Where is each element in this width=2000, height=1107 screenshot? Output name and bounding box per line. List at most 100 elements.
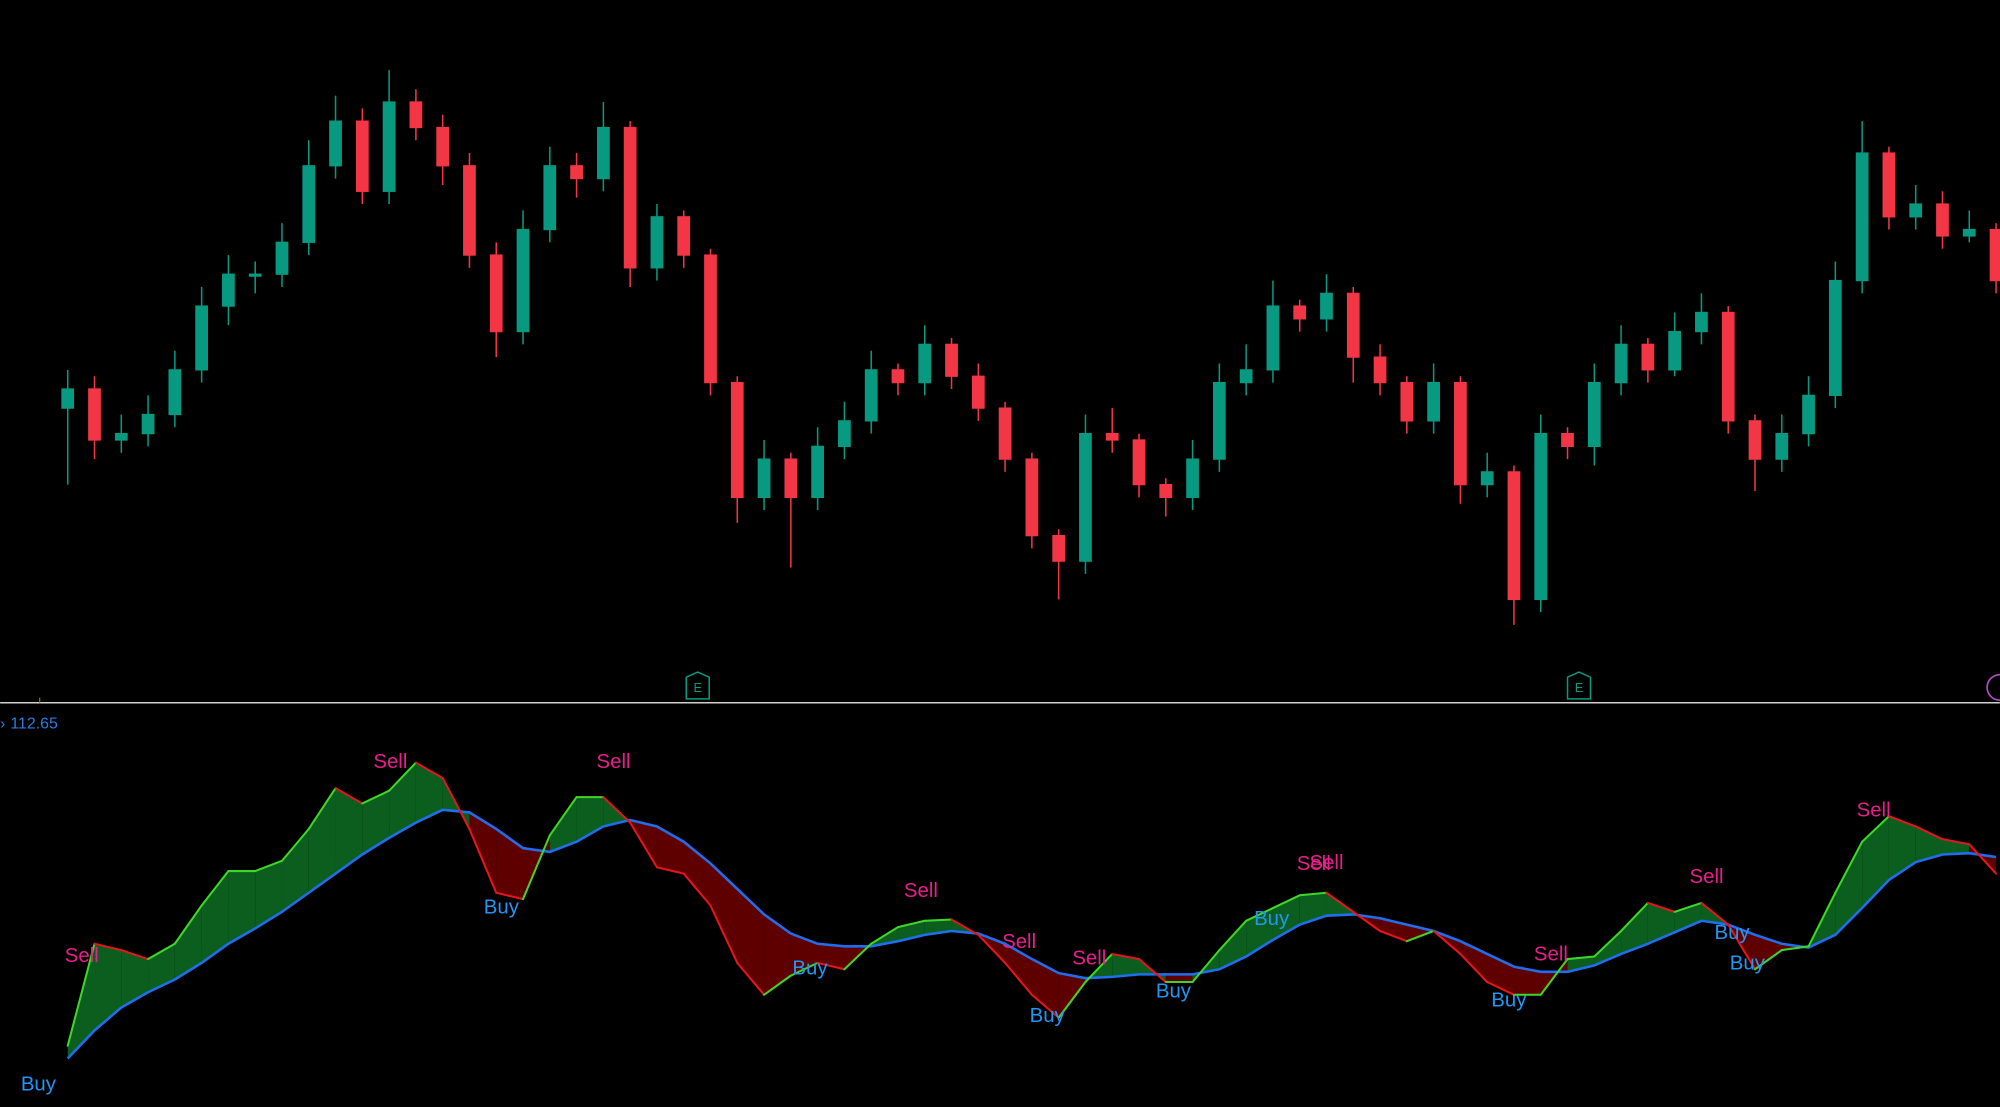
candle-body [971, 375, 985, 409]
candle-body [1587, 381, 1601, 448]
fast-line-segment [1861, 815, 1890, 843]
fast-line-segment [1593, 929, 1623, 958]
signal-label: Buy [792, 958, 828, 980]
indicator-value: 112.65 [10, 716, 58, 733]
fast-line-segment [736, 961, 766, 996]
band-fill [1755, 934, 1782, 970]
fast-line-segment [1325, 891, 1355, 913]
fast-line-segment [1004, 961, 1033, 996]
band-fill [335, 788, 363, 874]
candle-body [1212, 381, 1226, 460]
fast-line-segment [388, 761, 417, 792]
band-fill [201, 871, 229, 963]
fast-line-segment [682, 872, 712, 907]
signal-label: Sell [1534, 944, 1568, 966]
candle-body [1909, 203, 1923, 218]
fast-line-segment [1379, 929, 1408, 943]
fast-line-segment [1218, 919, 1248, 952]
signal-label: Sell [1690, 866, 1724, 888]
fast-line-segment [1432, 929, 1462, 955]
band-fill [1888, 816, 1916, 880]
candle-body [1962, 228, 1976, 237]
fast-line-segment [763, 974, 792, 996]
fast-line-segment [307, 787, 337, 830]
band-fill [1165, 974, 1193, 983]
band-fill [281, 828, 309, 912]
signal-label: Sell [1002, 931, 1036, 953]
fast-line-segment [1298, 891, 1328, 897]
candle-body [891, 369, 905, 384]
fast-line-segment [1566, 955, 1596, 961]
fast-line-segment [1111, 952, 1141, 961]
slow-line [66, 808, 1997, 1060]
signal-label: Sell [904, 880, 938, 902]
candle-body [1561, 432, 1574, 448]
candle-body [1480, 471, 1494, 486]
fast-line-segment [1539, 958, 1569, 996]
candle-body [596, 126, 610, 180]
band-fill [362, 790, 390, 855]
candle-body [838, 420, 851, 448]
indicator-icon: › [0, 715, 5, 732]
candle-body [516, 228, 530, 333]
fast-line-segment [1646, 901, 1676, 913]
candle-body [677, 216, 691, 256]
candle-body [1882, 152, 1896, 218]
band-fill [737, 888, 765, 995]
candle-body [1721, 311, 1735, 422]
candle-body [114, 432, 128, 441]
candle-body [1293, 305, 1307, 320]
fast-line-segment [1405, 929, 1435, 943]
fast-line-segment [1727, 923, 1757, 971]
candle-body [1748, 420, 1762, 460]
fast-line-segment [1807, 891, 1837, 948]
fast-line-segment [1245, 907, 1274, 922]
band-fill [817, 943, 845, 970]
fast-line-segment [1084, 952, 1114, 984]
candle-body [570, 165, 583, 180]
candle-body [1346, 292, 1360, 358]
signal-label: Sell [1309, 852, 1343, 874]
fast-line-segment [1753, 949, 1783, 971]
fast-line-segment [522, 834, 551, 901]
fast-line-segment [789, 961, 819, 977]
candle-body [1052, 535, 1066, 562]
candle-body [864, 369, 878, 422]
fast-line-segment [1620, 901, 1649, 933]
band-fill [549, 797, 577, 852]
signal-label: Sell [65, 945, 99, 967]
candle-body [543, 165, 557, 231]
candle-body [1159, 483, 1173, 499]
band-fill [1406, 924, 1434, 942]
earnings-icon [685, 671, 710, 700]
candle-body [1614, 343, 1628, 384]
candle-body [1641, 343, 1655, 371]
band-fill [389, 762, 416, 838]
fast-line-segment [414, 761, 444, 779]
candle-body [329, 120, 342, 167]
candle-body [998, 407, 1012, 460]
signal-label: Sell [1297, 853, 1331, 875]
signal-label: Buy [1714, 922, 1750, 944]
fast-line-segment [200, 870, 230, 907]
fast-line-segment [1459, 952, 1489, 984]
signal-label: Sell [1072, 947, 1106, 969]
candle-body [1802, 394, 1815, 435]
band-fill [576, 797, 604, 842]
fast-line-segment [93, 942, 123, 952]
band-fill [1272, 895, 1300, 940]
band-fill [1915, 826, 1943, 863]
band-fill [308, 788, 336, 893]
fast-line-segment [1271, 894, 1301, 910]
candle-body [1936, 203, 1949, 237]
candle-body [463, 165, 476, 256]
candle-body [704, 254, 717, 384]
candle-body [436, 126, 450, 167]
candle-body [945, 343, 958, 377]
candle-body [88, 388, 101, 441]
band-fill [94, 943, 122, 1031]
fast-line-segment [1914, 825, 1944, 841]
candle-body [623, 126, 637, 269]
fast-line-segment [1673, 901, 1703, 913]
